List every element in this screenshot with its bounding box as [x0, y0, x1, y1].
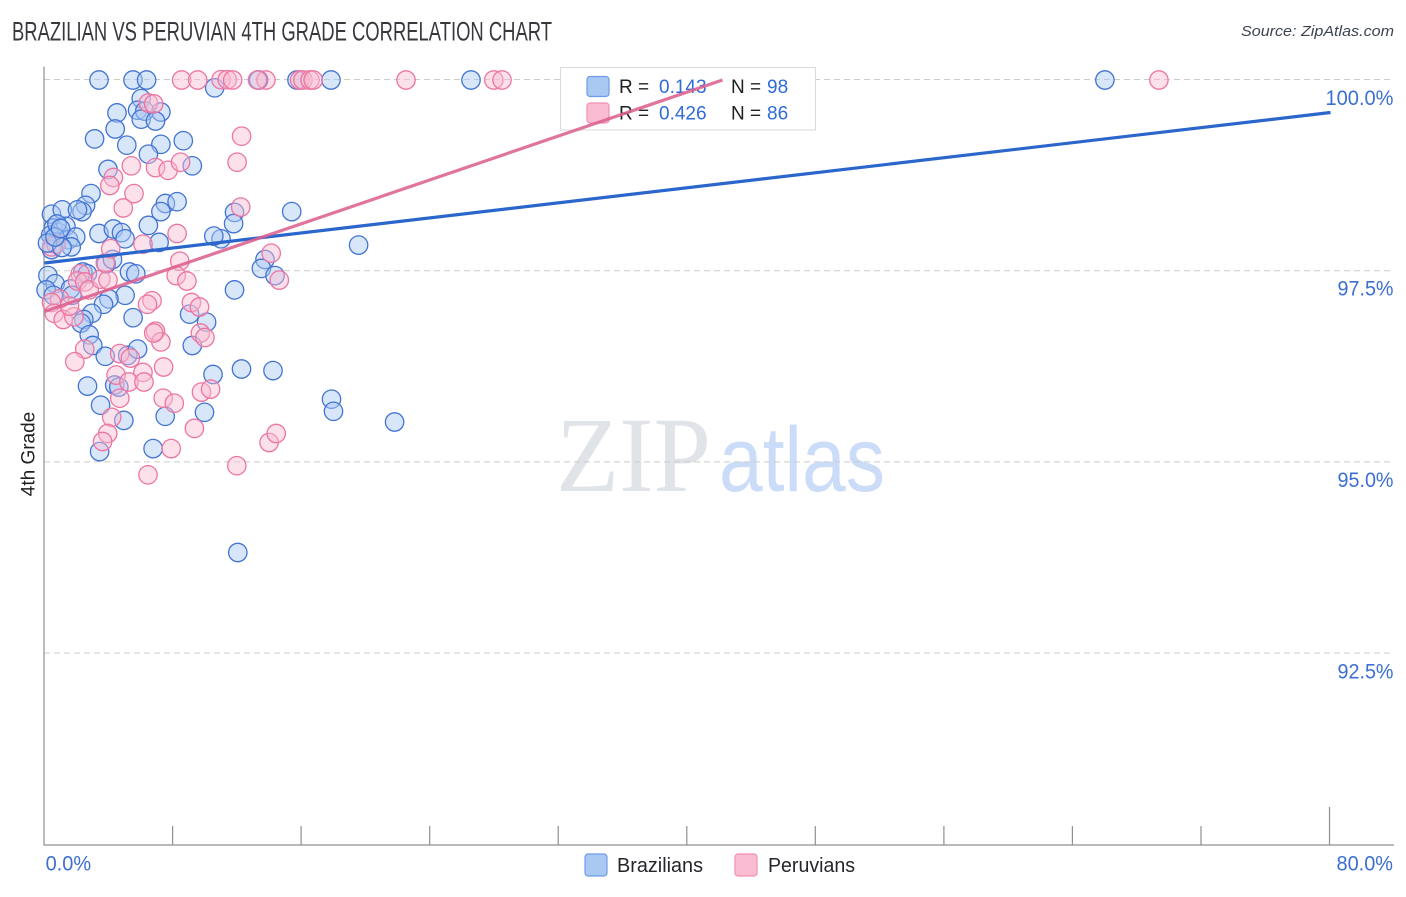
svg-text:BRAZILIAN VS PERUVIAN 4TH GRAD: BRAZILIAN VS PERUVIAN 4TH GRADE CORRELAT…: [12, 17, 552, 47]
svg-text:N =: N =: [731, 104, 761, 125]
svg-text:86: 86: [767, 104, 788, 125]
svg-text:atlas: atlas: [719, 409, 885, 511]
svg-text:Brazilians: Brazilians: [617, 855, 703, 877]
svg-text:92.5%: 92.5%: [1338, 660, 1394, 684]
svg-text:0.426: 0.426: [659, 104, 707, 125]
svg-text:98: 98: [767, 77, 788, 98]
svg-text:97.5%: 97.5%: [1338, 277, 1394, 301]
svg-text:0.143: 0.143: [659, 77, 707, 98]
svg-text:Peruvians: Peruvians: [768, 855, 855, 877]
svg-text:80.0%: 80.0%: [1337, 852, 1394, 876]
svg-text:N =: N =: [731, 77, 761, 98]
svg-text:100.0%: 100.0%: [1326, 86, 1394, 110]
svg-text:ZIP: ZIP: [556, 397, 711, 515]
svg-text:4th Grade: 4th Grade: [19, 412, 40, 497]
svg-text:R =: R =: [619, 77, 649, 98]
svg-text:Source: ZipAtlas.com: Source: ZipAtlas.com: [1241, 23, 1394, 40]
svg-text:0.0%: 0.0%: [46, 852, 92, 876]
svg-text:95.0%: 95.0%: [1338, 468, 1394, 492]
